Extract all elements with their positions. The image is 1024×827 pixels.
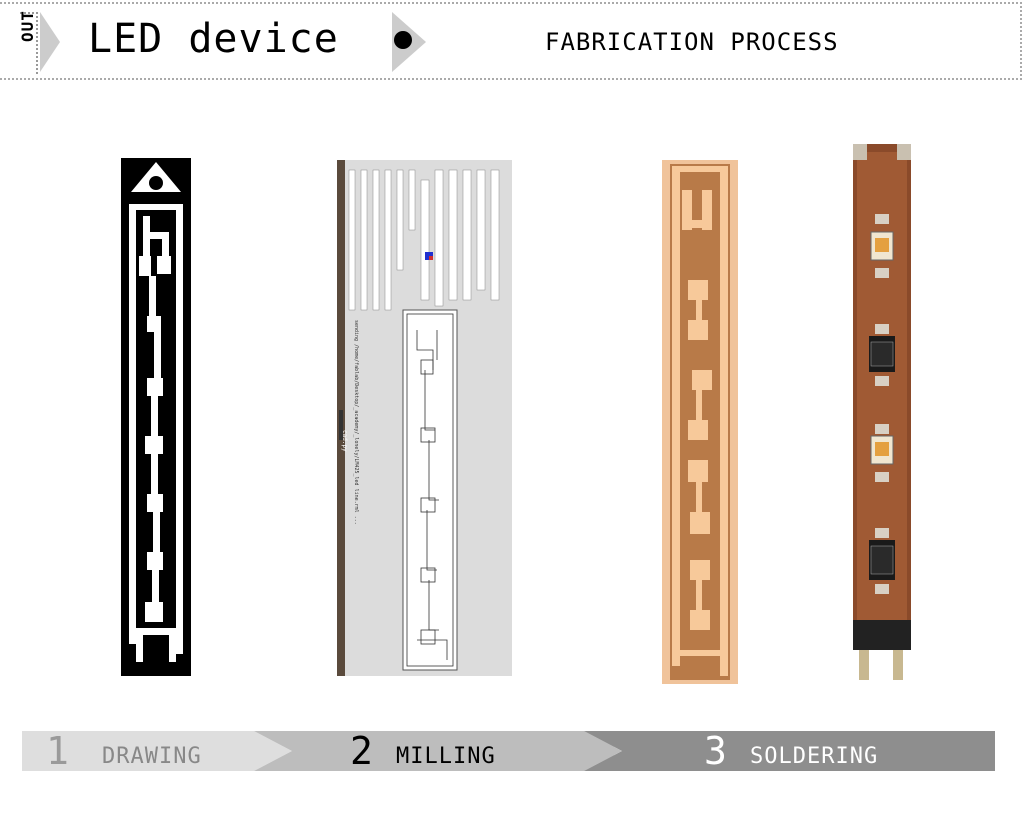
header-bar	[0, 2, 1022, 80]
step-milling: 2 MILLING	[254, 731, 614, 771]
milled-board-image	[662, 160, 738, 684]
svg-text:sending /home/fablab/Desktop/_: sending /home/fablab/Desktop/_academy/_l…	[353, 320, 359, 525]
process-steps: 1 DRAWING 2 MILLING 3 SOLDERING	[22, 731, 995, 771]
step-label: MILLING	[396, 744, 496, 769]
soldered-board-image	[851, 144, 913, 686]
cad-software-screenshot: cad.py sending /home/fablab/Desktop/_aca…	[337, 160, 512, 676]
step-label: DRAWING	[102, 744, 202, 769]
step-soldering: 3 SOLDERING	[584, 731, 995, 771]
step-label: SOLDERING	[750, 744, 879, 769]
chevron-right-icon	[254, 731, 292, 771]
out-tab	[20, 12, 38, 74]
svg-text:cad.py: cad.py	[341, 430, 348, 452]
drawing-image	[121, 158, 191, 676]
chevron-right-icon	[584, 731, 622, 771]
step-number: 3	[704, 729, 727, 773]
step-drawing: 1 DRAWING	[22, 731, 292, 771]
bullet-dot-icon	[394, 31, 412, 49]
step-number: 1	[46, 729, 69, 773]
arrow-right-icon	[40, 12, 60, 72]
page-title: LED device	[88, 16, 339, 62]
out-tag[interactable]: OUT	[18, 10, 37, 42]
page-subtitle: FABRICATION PROCESS	[545, 28, 839, 56]
step-number: 2	[350, 729, 373, 773]
